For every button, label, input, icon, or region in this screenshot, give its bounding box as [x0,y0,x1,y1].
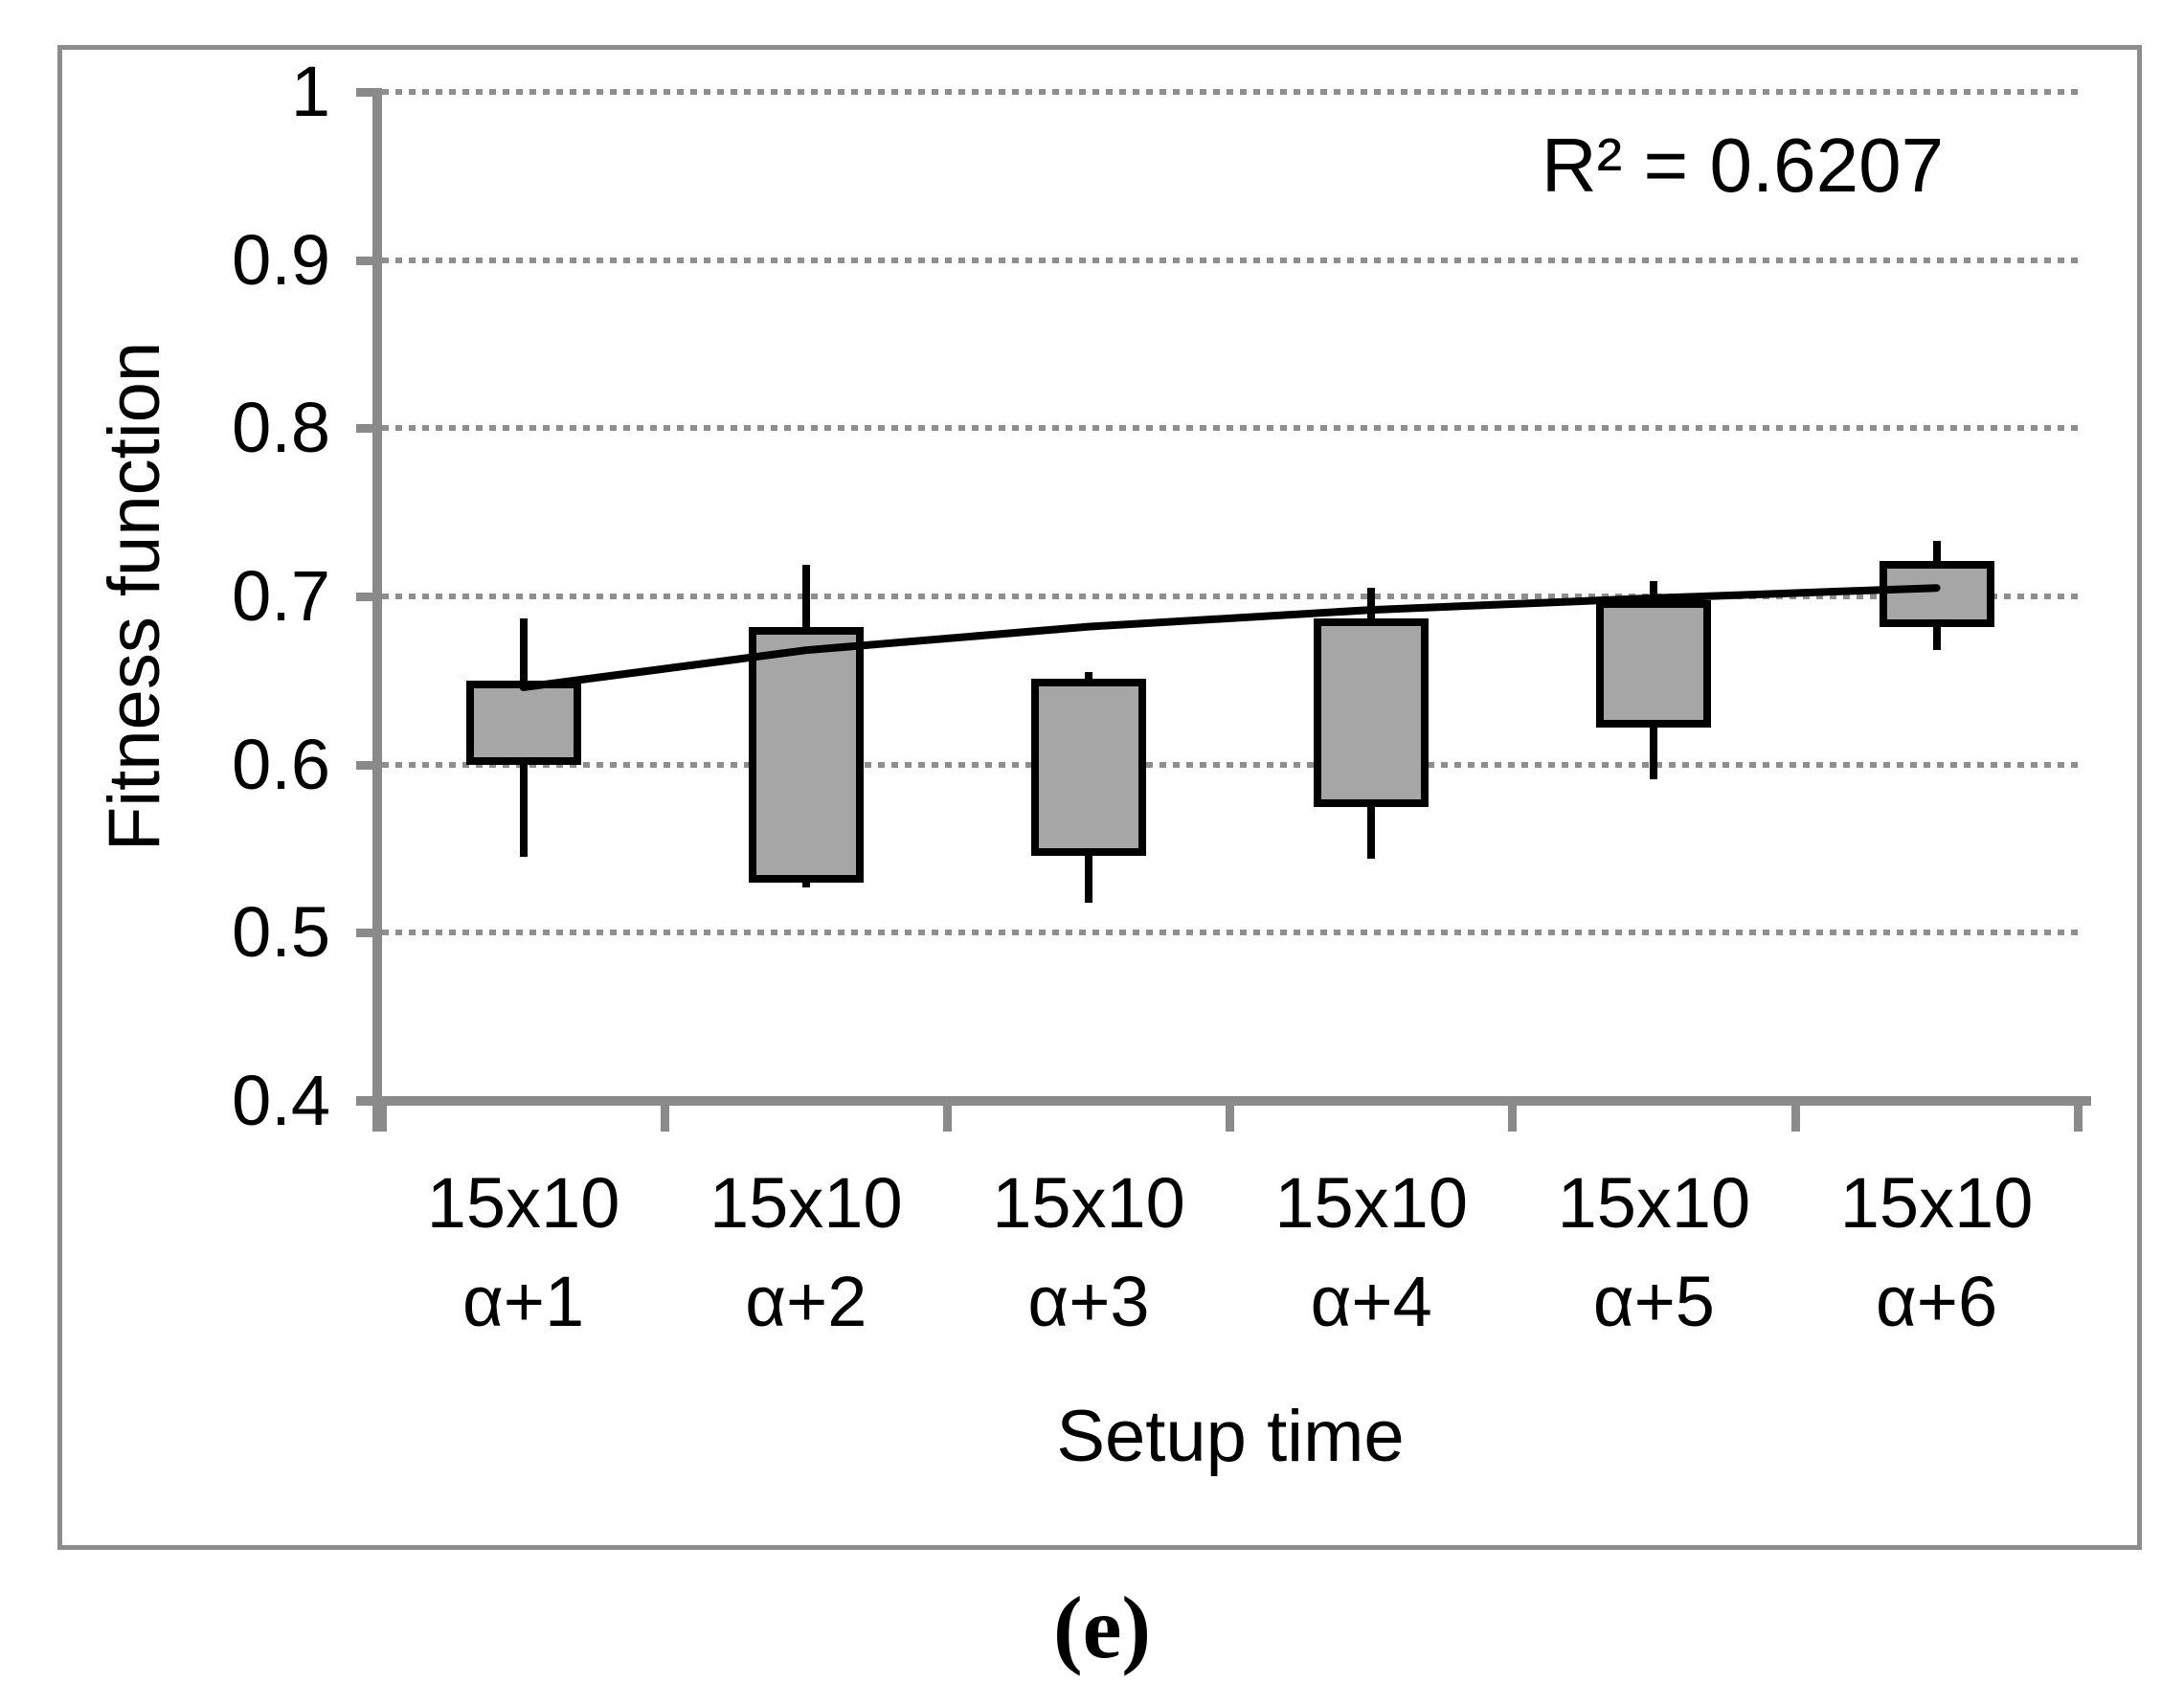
y-axis-tick [356,88,382,97]
x-axis-tick [942,1101,952,1132]
y-axis-tick [356,593,382,601]
x-tick-label-line1: 15x10 [992,1163,1185,1243]
x-tick-label-line1: 15x10 [1274,1163,1468,1243]
x-axis-tick [377,1101,387,1132]
y-tick-label: 0.6 [232,724,330,804]
figure-caption: (e) [767,1583,1437,1671]
gridline [382,594,2079,599]
y-tick-label: 0.7 [232,556,330,636]
gridline [382,761,2079,768]
caption-open-paren: ( [1052,1579,1083,1676]
x-tick-label-line2: α+2 [745,1262,867,1341]
r-squared-annotation: R² = 0.6207 [1541,123,1945,208]
y-tick-label: 0.8 [232,388,330,468]
gridline [382,257,2079,263]
box [1596,599,1712,728]
x-tick-label: 15x10 α+4 [1229,1154,1513,1351]
x-tick-label-line1: 15x10 [1557,1163,1751,1243]
x-tick-label: 15x10 α+1 [382,1154,665,1351]
box [1314,617,1430,807]
x-axis-tick [1226,1101,1235,1132]
x-tick-label-line1: 15x10 [426,1163,620,1243]
x-axis-tick [1790,1101,1800,1132]
x-axis-line [356,1096,2091,1106]
y-axis-title: Fitness function [93,341,175,852]
y-axis-line [372,88,382,1132]
gridline [382,425,2079,432]
y-tick-label: 0.9 [232,219,330,300]
gridline [382,89,2079,95]
y-tick-label: 0.4 [232,1061,330,1140]
x-axis-tick [660,1101,669,1132]
x-tick-label: 15x10 α+6 [1795,1154,2079,1351]
x-axis-title: Setup time [1056,1396,1405,1477]
y-tick-label: 0.5 [232,892,330,973]
box [748,626,864,883]
box [1879,561,1994,627]
caption-letter: e [1082,1579,1122,1676]
box [1031,679,1146,856]
x-tick-label: 15x10 α+2 [664,1154,948,1351]
x-tick-label-line2: α+4 [1310,1262,1432,1341]
caption-close-paren: ) [1121,1579,1152,1676]
gridline [382,930,2079,936]
y-tick-label: 1 [290,52,330,131]
x-tick-label-line2: α+5 [1592,1262,1715,1341]
y-axis-tick [356,1097,382,1106]
x-tick-label-line2: α+1 [462,1262,585,1341]
y-axis-tick [356,760,382,770]
x-tick-label-line2: α+3 [1027,1262,1150,1341]
y-axis-tick [356,929,382,938]
y-axis-tick [356,424,382,434]
x-tick-label: 15x10 α+3 [947,1154,1230,1351]
x-tick-label-line2: α+6 [1876,1262,1998,1341]
x-axis-tick [2073,1101,2083,1132]
x-tick-label: 15x10 α+5 [1512,1154,1795,1351]
box [465,680,581,765]
x-axis-tick [1508,1101,1518,1132]
y-axis-tick [356,256,382,265]
x-tick-label-line1: 15x10 [709,1163,903,1243]
x-tick-label-line1: 15x10 [1839,1163,2034,1243]
